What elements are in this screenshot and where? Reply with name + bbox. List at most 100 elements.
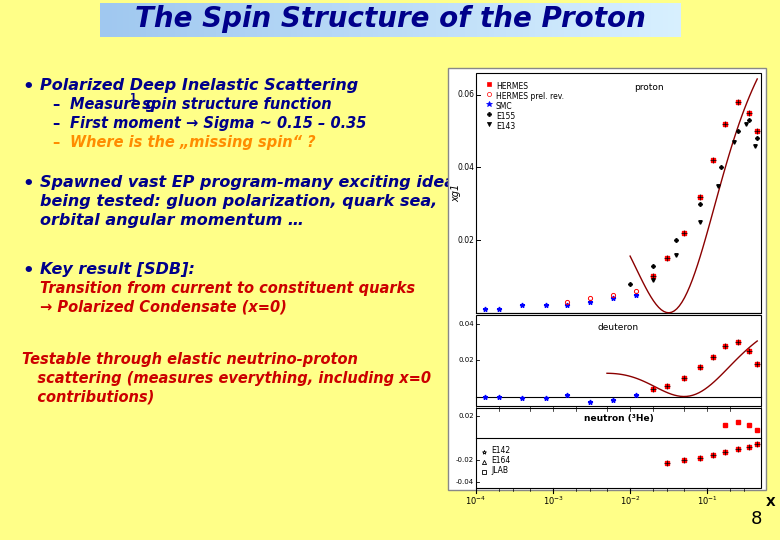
Text: JLAB: JLAB xyxy=(491,467,508,475)
Bar xyxy=(407,3,414,37)
Text: neutron (³He): neutron (³He) xyxy=(583,414,654,423)
Bar xyxy=(442,3,449,37)
Text: –: – xyxy=(52,116,59,131)
Bar xyxy=(326,3,333,37)
Bar xyxy=(657,3,664,37)
Text: 0.02: 0.02 xyxy=(457,235,474,245)
Bar xyxy=(662,3,669,37)
Bar xyxy=(616,3,623,37)
Text: –: – xyxy=(52,135,59,150)
Text: orbital angular momentum …: orbital angular momentum … xyxy=(40,213,304,228)
Bar xyxy=(228,3,235,37)
Bar xyxy=(599,3,605,37)
Bar xyxy=(611,3,617,37)
Bar xyxy=(285,3,292,37)
Bar xyxy=(674,3,681,37)
Text: X: X xyxy=(766,496,775,509)
Bar xyxy=(431,3,438,37)
Bar xyxy=(471,3,478,37)
Bar xyxy=(112,3,119,37)
Text: 1: 1 xyxy=(130,93,136,103)
Bar xyxy=(477,3,484,37)
Bar xyxy=(118,3,124,37)
Bar xyxy=(587,3,594,37)
Text: •: • xyxy=(22,78,34,96)
Bar xyxy=(152,3,159,37)
Text: E142: E142 xyxy=(491,447,510,455)
Bar xyxy=(436,3,443,37)
Text: 0.04: 0.04 xyxy=(459,321,474,327)
Bar xyxy=(373,3,379,37)
Bar xyxy=(628,3,635,37)
Text: $10^{-4}$: $10^{-4}$ xyxy=(466,495,487,508)
Bar xyxy=(593,3,600,37)
Bar xyxy=(216,3,223,37)
Text: being tested: gluon polarization, quark sea,: being tested: gluon polarization, quark … xyxy=(40,194,438,209)
Bar xyxy=(633,3,640,37)
Bar xyxy=(349,3,356,37)
Bar xyxy=(541,3,548,37)
Text: •: • xyxy=(22,262,34,280)
Bar xyxy=(378,3,385,37)
Bar xyxy=(454,3,461,37)
Bar xyxy=(395,3,402,37)
Bar xyxy=(210,3,217,37)
Text: $10^{-1}$: $10^{-1}$ xyxy=(697,495,718,508)
Bar xyxy=(129,3,136,37)
Bar xyxy=(268,3,275,37)
Text: 0.06: 0.06 xyxy=(457,90,474,99)
Bar xyxy=(564,3,571,37)
Bar xyxy=(147,3,153,37)
Text: –: – xyxy=(52,97,59,112)
Bar xyxy=(262,3,269,37)
Bar xyxy=(164,3,171,37)
Text: 0.02: 0.02 xyxy=(459,414,474,420)
Bar xyxy=(181,3,188,37)
Text: → Polarized Condensate (x=0): → Polarized Condensate (x=0) xyxy=(40,300,287,315)
Bar xyxy=(199,3,205,37)
Text: Key result [SDB]:: Key result [SDB]: xyxy=(40,262,195,277)
Text: Testable through elastic neutrino-proton: Testable through elastic neutrino-proton xyxy=(22,352,358,367)
Bar xyxy=(651,3,658,37)
Bar xyxy=(332,3,339,37)
Bar xyxy=(140,3,147,37)
Bar xyxy=(495,3,502,37)
Bar xyxy=(645,3,652,37)
Text: Transition from current to constituent quarks: Transition from current to constituent q… xyxy=(40,281,415,296)
Text: 0.04: 0.04 xyxy=(457,163,474,172)
Bar xyxy=(448,3,455,37)
Bar xyxy=(547,3,553,37)
Bar xyxy=(297,3,304,37)
Bar xyxy=(488,3,495,37)
Text: 8: 8 xyxy=(750,510,762,528)
Bar xyxy=(355,3,362,37)
Bar xyxy=(361,3,368,37)
Text: Spawned vast EP program-many exciting ideas: Spawned vast EP program-many exciting id… xyxy=(40,175,465,190)
Bar xyxy=(402,3,409,37)
Bar xyxy=(204,3,211,37)
Text: HERMES: HERMES xyxy=(496,82,528,91)
Bar xyxy=(558,3,565,37)
Bar xyxy=(257,3,264,37)
Text: $10^{-2}$: $10^{-2}$ xyxy=(619,495,640,508)
Bar xyxy=(385,3,391,37)
Bar xyxy=(158,3,165,37)
Bar xyxy=(570,3,576,37)
Text: $10^{-3}$: $10^{-3}$ xyxy=(543,495,563,508)
Text: -0.04: -0.04 xyxy=(456,480,474,485)
Bar xyxy=(523,3,530,37)
Bar xyxy=(309,3,316,37)
Text: Polarized Deep Inelastic Scattering: Polarized Deep Inelastic Scattering xyxy=(40,78,358,93)
Bar xyxy=(314,3,321,37)
Bar xyxy=(476,315,761,406)
Bar xyxy=(100,3,107,37)
Bar xyxy=(476,73,761,313)
Bar xyxy=(135,3,142,37)
Bar xyxy=(176,3,183,37)
Bar xyxy=(500,3,507,37)
Bar xyxy=(425,3,431,37)
Bar xyxy=(338,3,345,37)
Bar xyxy=(459,3,466,37)
Text: E143: E143 xyxy=(496,122,516,131)
Bar xyxy=(233,3,240,37)
